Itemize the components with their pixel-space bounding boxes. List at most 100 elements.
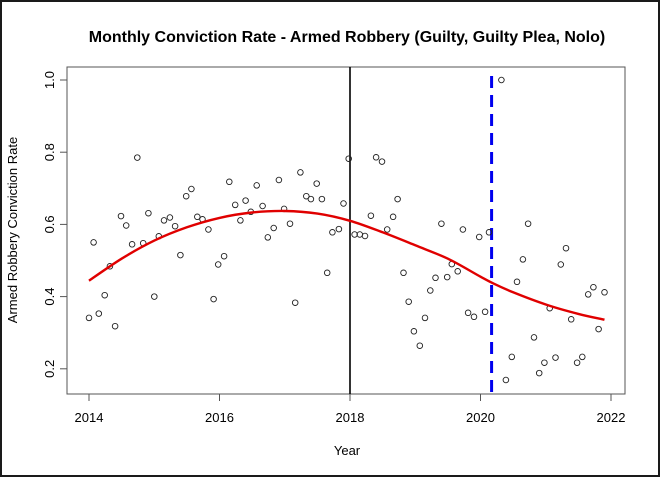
data-point [383,226,391,233]
data-point [85,314,93,322]
x-axis-label: Year [334,443,361,458]
data-point [524,220,532,227]
data-point [405,298,412,305]
x-tick-label: 2016 [205,410,234,425]
trend-line-group [88,209,605,321]
data-point [579,353,586,361]
data-point [601,289,608,296]
data-point [291,299,299,306]
chart-title: Monthly Conviction Rate - Armed Robbery … [89,29,605,46]
data-point [475,233,483,241]
data-point [498,76,505,84]
data-point [101,291,108,299]
data-point [134,154,141,161]
data-point [166,214,174,221]
data-point [122,222,130,229]
reference-lines [349,67,494,394]
data-point [557,261,565,268]
data-point [117,212,125,220]
data-point [160,217,168,224]
data-point [432,274,439,282]
data-point [508,353,516,361]
data-point [535,369,543,377]
x-tick-label: 2018 [336,410,365,425]
data-point [389,213,397,221]
data-point [95,310,103,317]
x-tick-label: 2020 [466,410,495,425]
data-point [205,226,212,233]
data-point [253,182,260,189]
data-point [464,309,472,317]
y-tick-label: 1.0 [42,71,57,89]
data-point [502,376,510,384]
data-point [513,278,521,286]
data-point [177,251,184,259]
data-point [367,212,375,219]
data-point [485,229,493,236]
data-point [519,256,527,263]
data-point [214,261,222,268]
data-point [541,359,548,366]
data-point [226,178,233,186]
data-point [438,220,445,227]
y-tick-label: 0.4 [42,288,57,306]
data-point [378,158,386,165]
data-point [470,313,478,321]
data-point [573,359,581,366]
data-point [128,241,136,248]
data-point [372,154,380,161]
data-point [361,232,369,240]
data-point [111,322,119,330]
x-tick-label: 2022 [597,410,626,425]
y-tick-label: 0.2 [42,360,57,378]
data-point [318,195,326,203]
data-point [323,269,331,277]
data-point [106,263,114,270]
data-point [220,252,228,260]
plot-box [66,66,626,395]
data-point [264,234,272,241]
data-point [345,155,352,162]
data-point [194,213,201,221]
data-point [335,225,343,233]
data-point [552,354,559,361]
data-point [416,342,424,349]
data-point [297,169,304,176]
data-points [85,76,608,384]
data-point [459,226,467,233]
x-tick-label: 2014 [75,410,104,425]
data-point [275,176,283,184]
y-tick-label: 0.8 [42,143,57,161]
x-axis: 2014 2016 2018 2020 2022 [75,394,626,425]
data-point [410,328,418,335]
trend-line [88,209,605,321]
data-point [562,244,570,252]
data-point [182,192,190,200]
data-point [340,200,347,207]
data-point [259,202,266,210]
data-point [286,220,294,227]
data-point [303,192,310,200]
data-point [90,239,97,246]
data-point [400,269,407,277]
data-point [188,185,195,193]
data-point [313,180,320,187]
data-point [270,224,277,232]
data-point [584,291,592,298]
data-point [567,316,575,323]
data-point [171,222,179,230]
data-point [242,197,249,204]
data-point [421,314,429,322]
data-point [595,325,602,333]
y-axis: 0.2 0.4 0.6 0.8 1.0 [42,71,67,378]
data-point [145,209,152,217]
data-point [307,195,315,203]
data-point [210,295,217,303]
data-point [443,273,451,281]
data-point [481,308,489,316]
data-point [427,287,434,294]
data-point [530,334,538,341]
y-tick-label: 0.6 [42,215,57,233]
